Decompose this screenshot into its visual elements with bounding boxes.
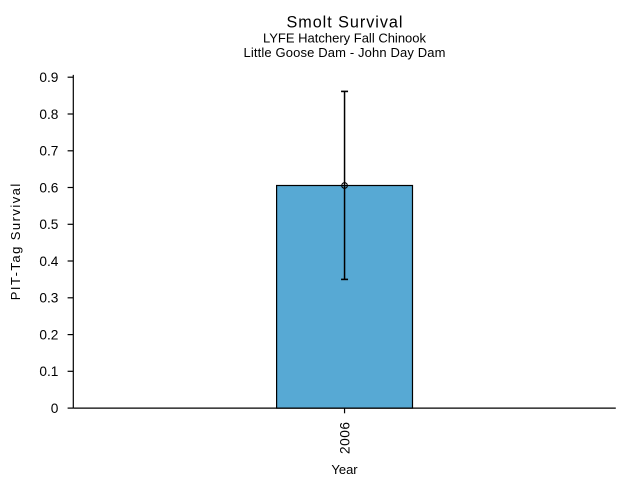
svg-text:0.1: 0.1 bbox=[39, 364, 58, 379]
svg-text:0.6: 0.6 bbox=[39, 180, 58, 195]
svg-text:0.2: 0.2 bbox=[39, 327, 58, 342]
svg-text:0.5: 0.5 bbox=[39, 217, 58, 232]
svg-text:0.4: 0.4 bbox=[39, 254, 58, 269]
svg-text:0.7: 0.7 bbox=[39, 144, 58, 159]
svg-text:Year: Year bbox=[331, 462, 358, 477]
svg-text:0.9: 0.9 bbox=[39, 70, 58, 85]
svg-text:0: 0 bbox=[51, 401, 59, 416]
svg-text:0.8: 0.8 bbox=[39, 107, 58, 122]
svg-text:PIT-Tag Survival: PIT-Tag Survival bbox=[8, 184, 23, 301]
svg-text:LYFE Hatchery Fall Chinook: LYFE Hatchery Fall Chinook bbox=[263, 30, 427, 45]
svg-text:2006: 2006 bbox=[337, 422, 352, 454]
svg-text:Little Goose Dam - John Day Da: Little Goose Dam - John Day Dam bbox=[244, 45, 446, 60]
svg-text:Smolt Survival: Smolt Survival bbox=[287, 13, 403, 31]
svg-text:0.3: 0.3 bbox=[39, 291, 58, 306]
